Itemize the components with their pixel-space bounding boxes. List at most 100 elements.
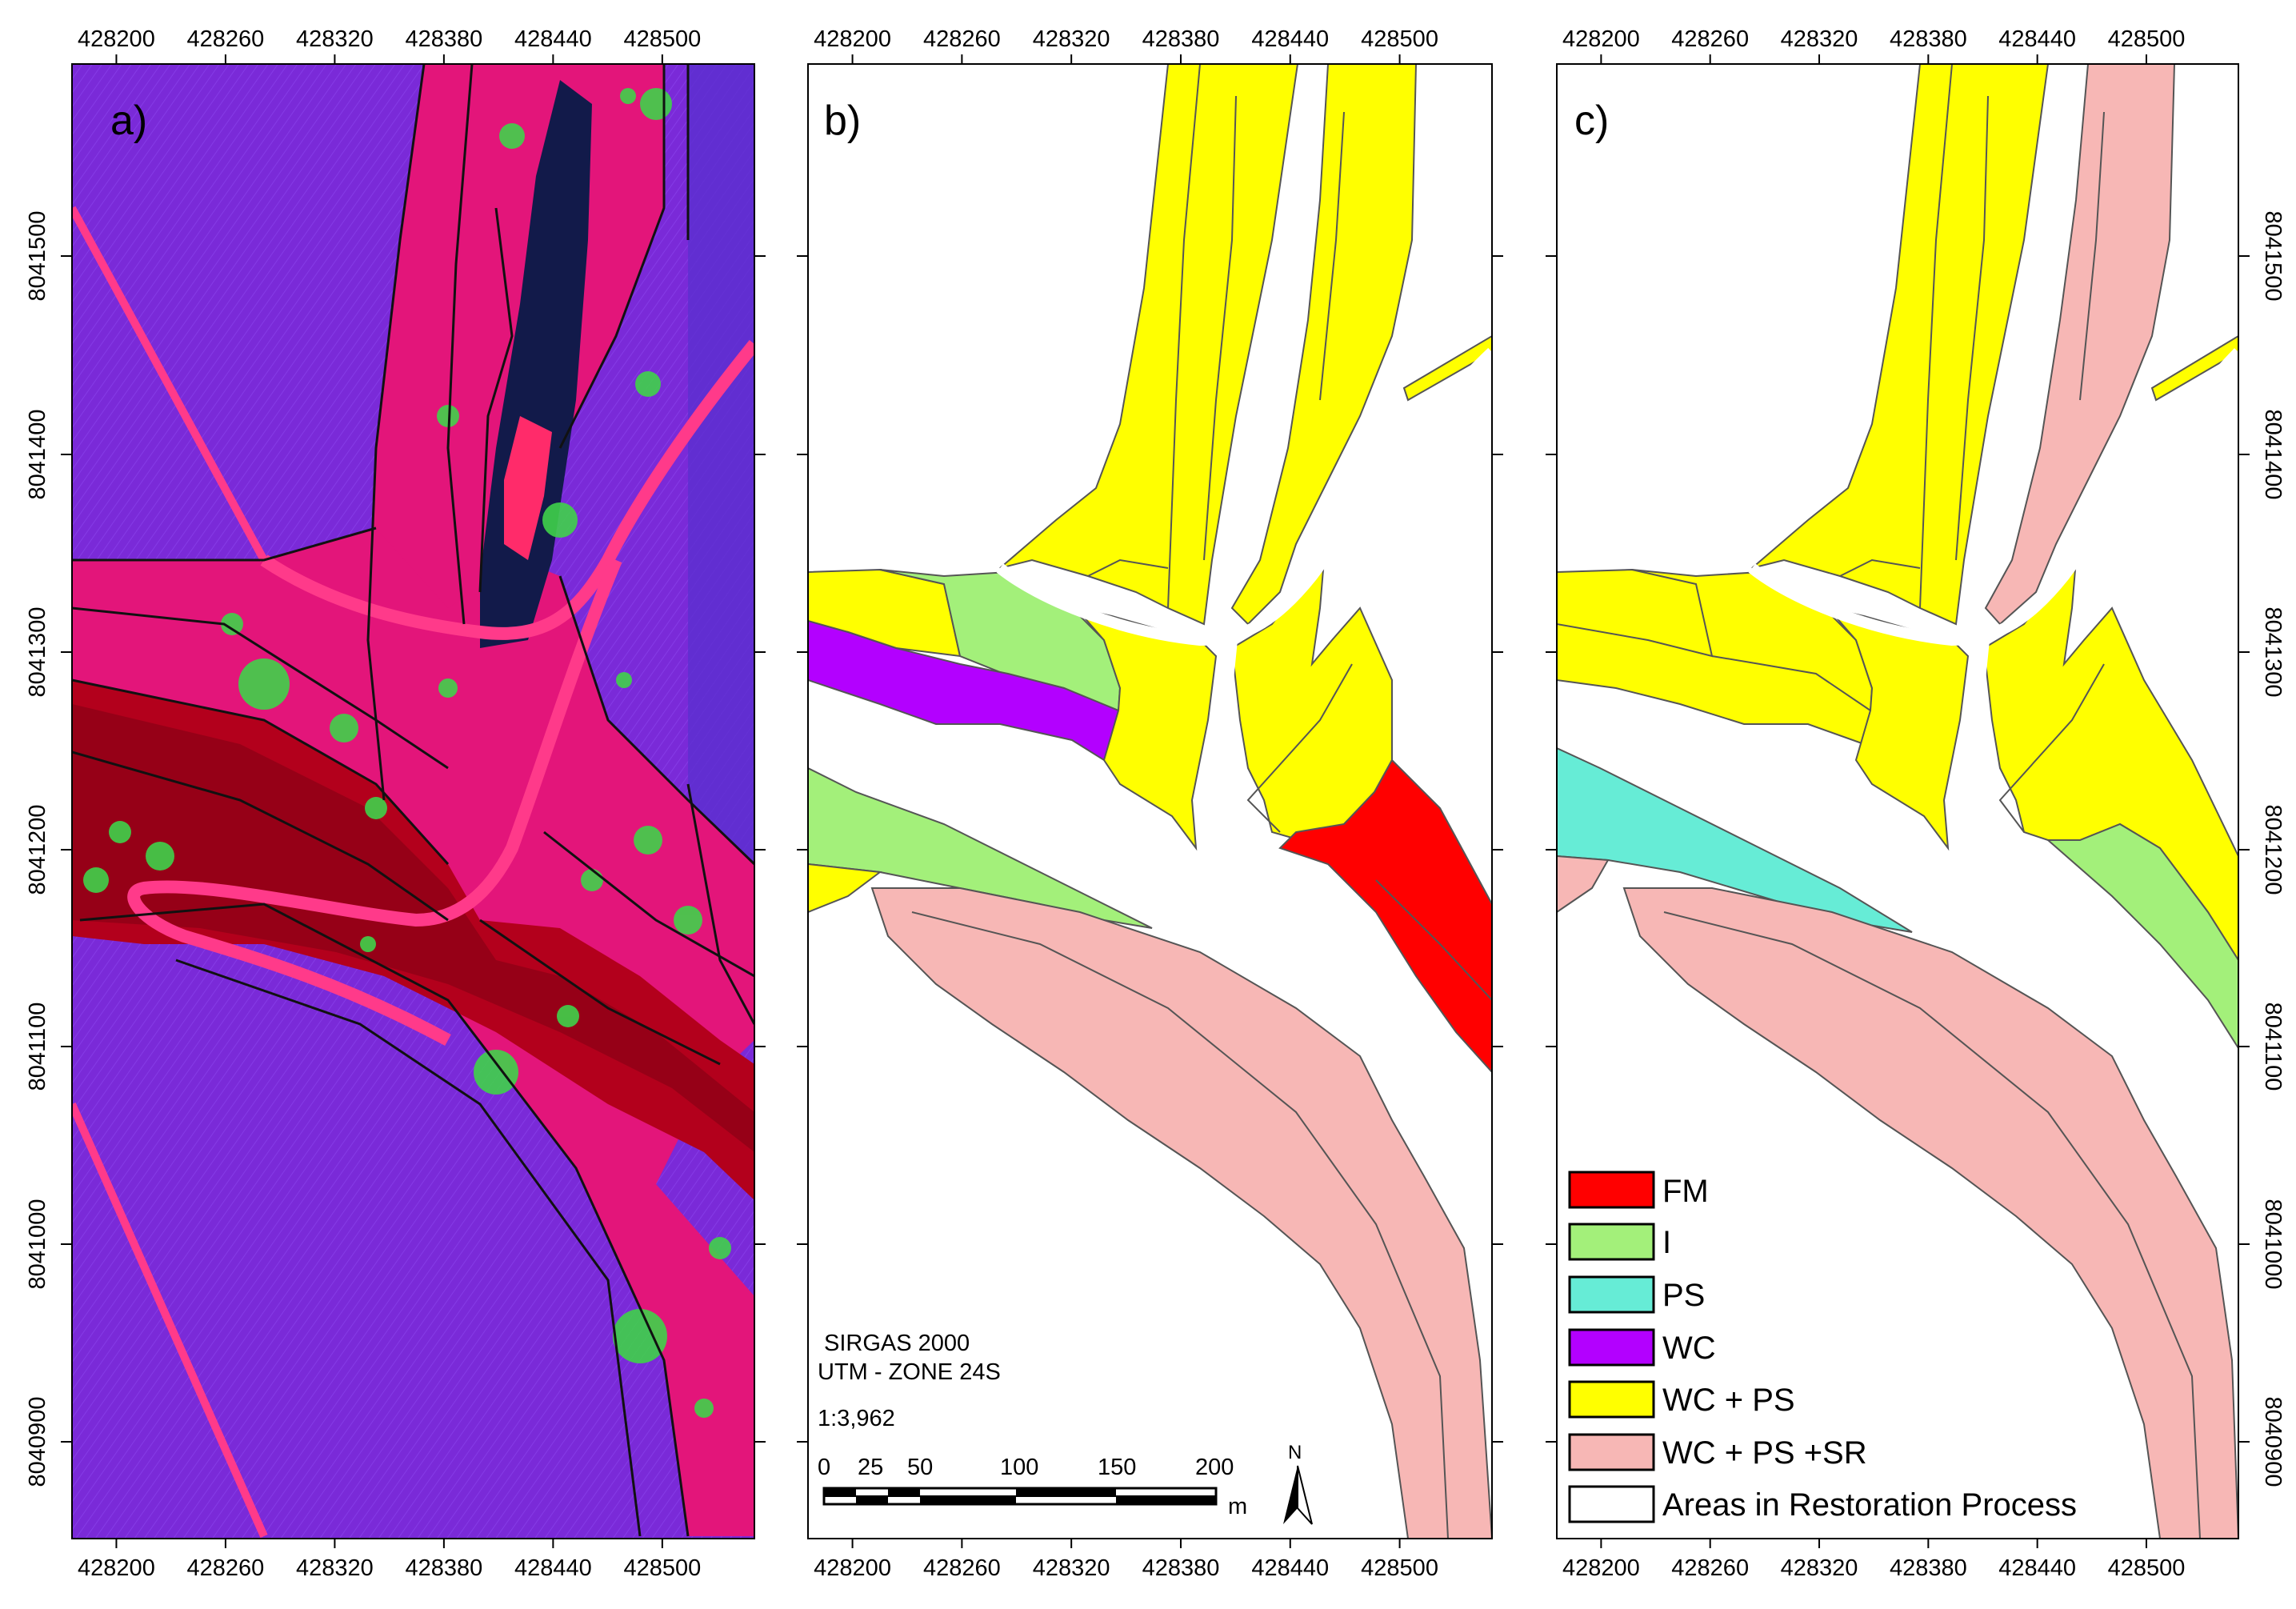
legend-label-restoration: Areas in Restoration Process (1662, 1487, 2077, 1523)
map-b-internal-lines (911, 64, 1492, 1539)
x-tick-label-bottom: 428260 (187, 1555, 265, 1581)
projection-label: UTM - ZONE 24S (818, 1359, 1001, 1385)
map-b-wcps-southwest (808, 863, 882, 914)
x-tick-label-bottom: 428200 (814, 1555, 891, 1581)
x-tick-label-top: 428500 (623, 26, 701, 52)
legend-label-ps: PS (1662, 1278, 1705, 1313)
x-tick-label-top: 428200 (814, 26, 891, 52)
x-tick-label-bottom: 428320 (296, 1555, 374, 1581)
map-b-wcps-central (1074, 606, 1218, 851)
legend-swatch-wc-ps-sr (1568, 1433, 1655, 1471)
map-b-fm (1278, 758, 1492, 1074)
imagery-tree-crowns (83, 88, 731, 1418)
legend-item-restoration: Areas in Restoration Process (1568, 1485, 2077, 1523)
y-tick-label-right: 8041500 (2260, 211, 2286, 302)
y-tick-label-left: 8041200 (25, 805, 50, 895)
y-tick-label-right: 8040900 (2260, 1397, 2286, 1487)
map-c-internal-lines (1557, 64, 2201, 1539)
y-tick-label-right: 8041100 (2260, 1003, 2286, 1091)
y-tick-label-right: 8041300 (2260, 607, 2286, 698)
legend-item-wc: WC (1568, 1328, 1716, 1367)
map-c-wcps-sr-southwest (1557, 855, 1610, 914)
map-c-wcps-east-branch (1982, 558, 2238, 962)
x-tick-label-bottom: 428380 (1890, 1555, 1967, 1581)
x-tick-label-top: 428500 (2108, 26, 2186, 52)
scalebar-tick-200: 200 (1195, 1455, 1234, 1480)
imagery-road-diagonal-upper (72, 206, 268, 562)
scalebar-unit: m (1228, 1494, 1247, 1519)
imagery-road-upper (260, 339, 754, 640)
imagery-polygon-boundaries (72, 64, 754, 1537)
legend-item-wc-ps: WC + PS (1568, 1380, 1795, 1419)
y-tick-label-right: 8041400 (2260, 410, 2286, 500)
map-c-wcps-central (1826, 606, 1970, 851)
x-tick-label-top: 428260 (923, 26, 1001, 52)
scalebar-tick-25: 25 (858, 1455, 883, 1480)
y-tick-label-left: 8041000 (25, 1199, 50, 1290)
map-c-road-gap-south (1954, 639, 1990, 850)
map-b-wcps-east-strip (1402, 334, 1492, 402)
legend-label-wc-ps: WC + PS (1662, 1383, 1795, 1418)
panel-c-label: c) (1574, 98, 1609, 144)
map-c-wcps-sr-northeast (1984, 64, 2176, 626)
scale-bar: 0 25 50 100 150 200 m (818, 1455, 1247, 1519)
map-b-road-gap (996, 347, 1492, 646)
x-tick-label-top: 428500 (1361, 26, 1438, 52)
map-b-wcps-northeast (1230, 64, 1418, 626)
panel-a: a) (71, 63, 755, 1539)
y-tick-label-left: 8041100 (25, 1003, 50, 1091)
x-tick-label-bottom: 428200 (1562, 1555, 1640, 1581)
x-tick-label-top: 428260 (1671, 26, 1749, 52)
imagery-road-diagonal-lower (72, 1102, 268, 1539)
x-tick-label-top: 428320 (1781, 26, 1858, 52)
map-b-wcps-sr (870, 887, 1492, 1539)
imagery-water-sediment (504, 416, 552, 560)
legend-swatch-wc (1568, 1328, 1655, 1367)
x-tick-label-bottom: 428440 (1998, 1555, 2076, 1581)
x-tick-label-bottom: 428440 (514, 1555, 592, 1581)
x-tick-label-bottom: 428320 (1033, 1555, 1110, 1581)
x-tick-label-bottom: 428380 (1142, 1555, 1220, 1581)
x-tick-label-top: 428380 (1142, 26, 1220, 52)
x-tick-label-top: 428320 (296, 26, 374, 52)
legend-swatch-i (1568, 1223, 1655, 1261)
legend-label-wc-ps-sr: WC + PS +SR (1662, 1435, 1867, 1471)
panel-c: c) FM I PS WC WC + PS (1556, 63, 2239, 1539)
x-tick-label-top: 428320 (1033, 26, 1110, 52)
legend-label-wc: WC (1662, 1331, 1716, 1366)
scalebar-tick-0: 0 (818, 1455, 830, 1480)
map-b-wcps-northwest (999, 64, 1299, 626)
x-tick-label-bottom: 428320 (1781, 1555, 1858, 1581)
legend-swatch-restoration (1568, 1485, 1655, 1523)
scalebar-tick-50: 50 (907, 1455, 933, 1480)
scalebar-tick-150: 150 (1098, 1455, 1136, 1480)
legend-item-i: I (1568, 1223, 1671, 1261)
north-arrow-letter: N (1288, 1442, 1302, 1463)
x-tick-label-top: 428380 (405, 26, 482, 52)
north-arrow: N (1283, 1442, 1313, 1525)
x-tick-label-top: 428440 (514, 26, 592, 52)
x-tick-label-bottom: 428260 (923, 1555, 1001, 1581)
panel-b: b) SIRGAS 2000 UTM - ZONE 24S 1:3,962 0 … (807, 63, 1493, 1539)
x-tick-label-bottom: 428200 (78, 1555, 155, 1581)
x-tick-label-top: 428200 (78, 26, 155, 52)
imagery-river-center (72, 704, 754, 1152)
legend-swatch-ps (1568, 1275, 1655, 1314)
legend: FM I PS WC WC + PS WC + PS +SR (1568, 1171, 2077, 1523)
y-tick-label-left: 8040900 (25, 1397, 50, 1487)
x-tick-label-top: 428440 (1998, 26, 2076, 52)
legend-swatch-wc-ps (1568, 1380, 1655, 1419)
x-tick-label-bottom: 428380 (405, 1555, 482, 1581)
map-c-wcps-east-strip (2150, 334, 2238, 402)
panel-c-frame (1556, 63, 2239, 1539)
map-c-road-gap (1748, 348, 2238, 646)
legend-item-ps: PS (1568, 1275, 1705, 1314)
x-tick-label-bottom: 428500 (2108, 1555, 2186, 1581)
y-tick-label-right: 8041000 (2260, 1199, 2286, 1290)
y-tick-label-right: 8041200 (2260, 805, 2286, 895)
x-tick-label-top: 428380 (1890, 26, 1967, 52)
legend-item-fm: FM (1568, 1171, 1709, 1209)
legend-label-fm: FM (1662, 1174, 1709, 1209)
y-tick-label-left: 8041400 (25, 410, 50, 500)
x-tick-label-bottom: 428260 (1671, 1555, 1749, 1581)
